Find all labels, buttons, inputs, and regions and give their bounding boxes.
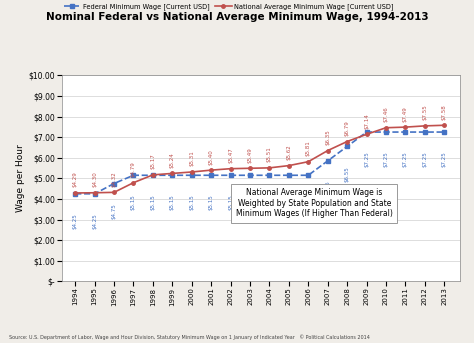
Text: $5.62: $5.62 (286, 144, 292, 160)
Text: $4.79: $4.79 (131, 161, 136, 177)
Text: $4.32: $4.32 (111, 171, 117, 187)
Text: $7.25: $7.25 (403, 152, 408, 167)
Text: $7.14: $7.14 (364, 113, 369, 129)
Text: $7.25: $7.25 (383, 152, 389, 167)
Text: $5.31: $5.31 (189, 151, 194, 166)
Text: $5.15: $5.15 (150, 195, 155, 211)
Text: $4.25: $4.25 (73, 213, 78, 229)
Text: $5.15: $5.15 (267, 195, 272, 211)
Text: Nominal Federal vs National Average Minimum Wage, 1994-2013: Nominal Federal vs National Average Mini… (46, 12, 428, 22)
Y-axis label: Wage per Hour: Wage per Hour (16, 144, 25, 212)
Text: $4.75: $4.75 (111, 203, 117, 219)
Text: $6.35: $6.35 (325, 129, 330, 145)
Text: $5.15: $5.15 (209, 195, 214, 211)
Text: $6.79: $6.79 (345, 120, 350, 136)
Text: $4.30: $4.30 (92, 172, 97, 187)
Text: $6.55: $6.55 (345, 166, 350, 182)
Text: $5.15: $5.15 (131, 195, 136, 211)
Text: $4.29: $4.29 (73, 172, 78, 187)
Text: $5.51: $5.51 (267, 146, 272, 162)
Text: $5.81: $5.81 (306, 140, 311, 156)
Text: $7.58: $7.58 (442, 104, 447, 120)
Text: $7.55: $7.55 (422, 105, 428, 120)
Text: Source: U.S. Department of Labor, Wage and Hour Division, Statutory Minimum Wage: Source: U.S. Department of Labor, Wage a… (9, 334, 370, 340)
Text: $5.15: $5.15 (170, 195, 175, 211)
Text: $7.49: $7.49 (403, 106, 408, 121)
Text: National Average Minimum Wage is
Weighted by State Population and State
Minimum : National Average Minimum Wage is Weighte… (236, 188, 393, 218)
Text: $5.40: $5.40 (209, 149, 214, 165)
Text: $5.15: $5.15 (247, 195, 253, 211)
Text: $7.25: $7.25 (422, 152, 428, 167)
Text: $5.15: $5.15 (189, 195, 194, 211)
Text: $7.25: $7.25 (364, 152, 369, 167)
Text: $5.85: $5.85 (325, 180, 330, 196)
Text: $5.47: $5.47 (228, 147, 233, 163)
Text: $5.15: $5.15 (306, 195, 311, 211)
Text: $5.17: $5.17 (150, 154, 155, 169)
Legend: Federal Minimum Wage [Current USD], National Average Minimum Wage [Current USD]: Federal Minimum Wage [Current USD], Nati… (61, 1, 397, 13)
Text: $5.15: $5.15 (228, 195, 233, 211)
Text: $5.49: $5.49 (247, 147, 253, 163)
Text: $5.15: $5.15 (286, 195, 292, 211)
Text: $4.25: $4.25 (92, 213, 97, 229)
Text: $7.25: $7.25 (442, 152, 447, 167)
Text: $5.24: $5.24 (170, 152, 175, 168)
Text: $7.46: $7.46 (383, 106, 389, 122)
